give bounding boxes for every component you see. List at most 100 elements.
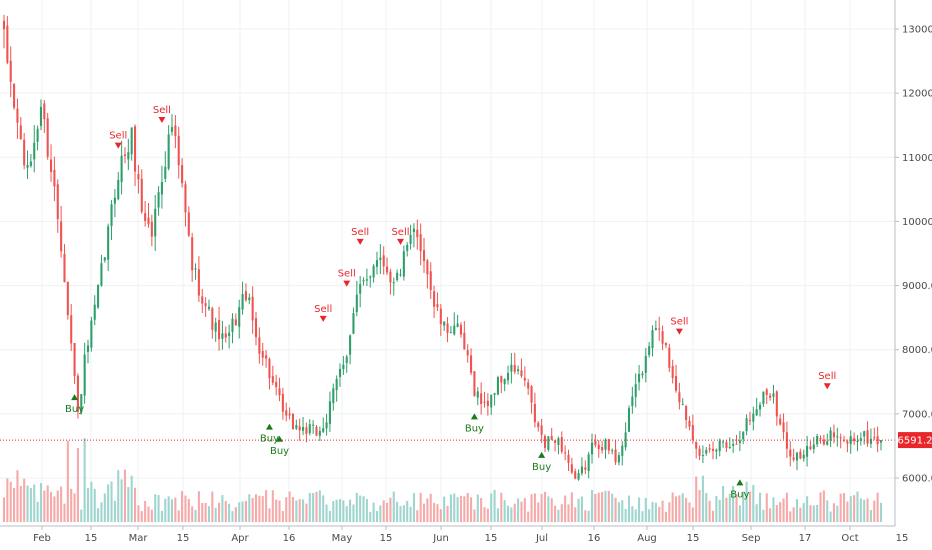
x-tick-label: 15 [85,533,98,544]
volume-bar [849,496,852,522]
volume-bar [308,492,311,522]
candle-body [732,444,735,446]
candle-body [799,451,802,459]
volume-bar [493,490,496,522]
candle-body [302,427,305,431]
volume-bar [224,500,227,522]
candle-body [661,331,664,344]
candle-body [140,178,143,212]
candle-body [244,291,247,301]
volume-bar [661,500,664,522]
volume-bar [130,475,133,522]
buy-marker [71,394,79,401]
candle-body [399,274,402,276]
volume-bar [117,470,120,522]
volume-bar [110,481,113,522]
candle-body [392,282,395,284]
candle-body [174,125,177,137]
candle-body [567,454,570,463]
candle-body [631,396,634,407]
candle-body [127,152,130,160]
x-tick-label: 15 [896,533,909,544]
candle-body [554,440,557,443]
buy-label: Buy [532,462,551,473]
candle-body [419,234,422,252]
candle-body [691,424,694,440]
candle-body [617,455,620,463]
volume-bar [123,469,127,522]
volume-bar [446,505,449,522]
volume-bar [695,476,698,522]
candle-body [648,346,651,356]
candle-body [369,276,372,278]
y-tick-label: 12000.0 [902,89,932,100]
x-tick-label: Feb [33,533,51,544]
volume-bar [795,499,799,522]
volume-layer [2,438,883,522]
volume-bar [328,511,331,522]
volume-bar [406,500,409,522]
volume-bar [325,504,328,522]
volume-bar [382,500,385,522]
candle-body [285,410,288,416]
volume-bar [792,507,795,522]
volume-bar [372,502,375,522]
sell-marker [396,238,404,245]
candle-body [456,323,459,327]
volume-bar [812,505,815,522]
volume-bar [191,506,194,522]
volume-bar [564,495,567,522]
x-tick-label: Jul [535,533,548,544]
volume-bar [490,493,493,522]
volume-bar [614,497,617,522]
candle-body [170,127,174,132]
volume-bar [359,495,362,522]
volume-bar [678,495,681,522]
volume-bar [503,500,506,522]
candle-body [863,431,866,437]
sell-marker [343,280,351,287]
volume-bar [722,485,725,522]
volume-bar [194,509,197,522]
volume-bar [755,504,758,522]
volume-bar [412,493,415,522]
volume-bar [13,488,16,522]
candle-body [641,373,644,376]
volume-bar [379,505,382,522]
volume-bar [443,496,446,522]
candle-body [406,244,409,251]
volume-bar [520,501,523,522]
candle-body [500,375,503,383]
volume-bar [782,498,785,522]
candle-body [597,444,600,449]
volume-bar [439,509,442,522]
x-tick-label: Jun [432,533,449,544]
volume-bar [396,501,399,522]
volume-bar [204,502,207,522]
volume-bar [97,508,100,522]
volume-bar [436,504,439,522]
x-tick-label: 16 [283,533,296,544]
candle-body [611,450,614,452]
volume-bar [288,491,291,522]
candle-body [819,437,822,439]
volume-bar [187,498,190,522]
candle-body [832,432,835,438]
x-tick-label: Oct [841,533,858,544]
volume-bar [154,494,157,522]
volume-bar [557,509,560,522]
candle-body [53,169,56,187]
candle-body [846,441,849,444]
candle-body [332,388,335,404]
candle-body [258,337,261,354]
candle-body [13,83,16,108]
sell-label: Sell [153,105,171,116]
volume-bar [164,498,167,522]
volume-bar [718,499,721,522]
buy-marker [736,479,744,486]
volume-bar [103,493,106,522]
candle-body [560,437,563,452]
volume-bar [806,496,809,522]
candle-body [322,428,325,432]
